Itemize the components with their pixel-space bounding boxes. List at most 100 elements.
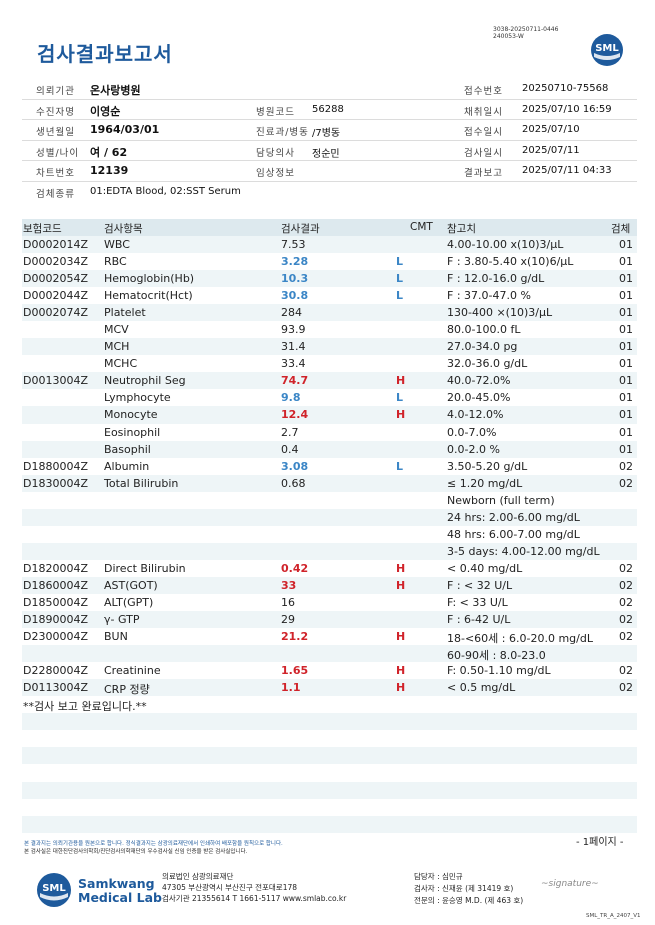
test-name: γ- GTP: [104, 613, 140, 627]
table-row: 48 hrs: 6.00-7.00 mg/dL: [22, 526, 637, 543]
report-title: 검사결과보고서: [37, 42, 173, 66]
test-code: D1860004Z: [23, 578, 88, 592]
specimen-code: 02: [619, 476, 633, 490]
table-row: [22, 781, 637, 799]
test-name: Lymphocyte: [104, 391, 171, 405]
info-row: 성별/나이 여 / 62 담당의사 정순민 검사일시 2025/07/11: [22, 141, 637, 161]
test-result: 3.28: [281, 255, 309, 269]
reference-range: ≤ 1.20 mg/dL: [447, 476, 523, 490]
table-row: D1850004Z ALT(GPT) 16 F: < 33 U/L 02: [22, 594, 637, 611]
test-result: 93.9: [281, 323, 306, 337]
reference-range: 3.50-5.20 g/dL: [447, 459, 528, 473]
reference-range: 27.0-34.0 pg: [447, 340, 518, 354]
test-result: 0.42: [281, 561, 309, 575]
result-flag: H: [396, 408, 406, 422]
table-row: [22, 799, 637, 816]
test-name: Platelet: [104, 306, 146, 320]
table-row: D1860004Z AST(GOT) 33 H F : < 32 U/L 02: [22, 576, 637, 594]
specimen-code: 01: [619, 255, 633, 269]
reference-range: 4.0-12.0%: [447, 408, 504, 422]
reference-range: 18-<60세 : 6.0-20.0 mg/dL: [447, 632, 593, 646]
test-name: WBC: [104, 238, 130, 251]
reference-range: < 0.40 mg/dL: [447, 561, 523, 575]
test-code: D0113004Z: [23, 681, 88, 695]
table-row: D1830004Z Total Bilirubin 0.68 ≤ 1.20 mg/dL…: [22, 474, 637, 492]
result-flag: L: [396, 391, 404, 405]
result-flag: L: [396, 255, 404, 269]
table-row: [22, 713, 637, 731]
test-name: Creatinine: [104, 664, 161, 678]
results-header: 보험코드 검사항목 검사결과 CMT 참고치 검체: [22, 219, 637, 236]
test-name: Neutrophil Seg: [104, 374, 186, 388]
specimen-code: 02: [619, 630, 633, 644]
test-result: 30.8: [281, 289, 309, 303]
test-result: 10.3: [281, 272, 309, 286]
specimen-code: 02: [619, 561, 633, 575]
info-row: 의뢰기관 온사랑병원 접수번호 20250710-75568: [22, 79, 637, 100]
document-id: 3038-20250711-0446 240053-W: [493, 26, 559, 40]
table-row: D0002044Z Hematocrit(Hct) 30.8 L F : 37.0-47…: [22, 287, 637, 304]
table-row: [22, 747, 637, 765]
test-result: 1.65: [281, 664, 309, 678]
table-row: MCV 93.9 80.0-100.0 fL 01: [22, 321, 637, 338]
test-code: D2300004Z: [23, 630, 88, 644]
test-name: ALT(GPT): [104, 595, 154, 609]
result-flag: H: [396, 630, 406, 644]
reference-range: 3-5 days: 4.00-12.00 mg/dL: [447, 544, 600, 558]
specimen-code: 02: [619, 578, 633, 592]
info-row: 수진자명 이영순 병원코드 56288 채취일시 2025/07/10 16:5…: [22, 100, 637, 120]
reference-range: F: 0.50-1.10 mg/dL: [447, 664, 551, 678]
test-name: Eosinophil: [104, 425, 161, 439]
test-name: MCV: [104, 323, 129, 337]
results-body: D0002014Z WBC 7.53 4.00-10.00 x(10)3/μL 01 D0…: [22, 236, 637, 850]
result-flag: H: [396, 664, 406, 678]
reference-range: < 0.5 mg/dL: [447, 681, 516, 695]
svg-text:SML: SML: [42, 883, 66, 894]
table-row: D0013004Z Neutrophil Seg 74.7 H 40.0-72.0% 01: [22, 372, 637, 390]
reference-range: F: < 33 U/L: [447, 595, 508, 609]
test-result: 1.1: [281, 681, 301, 695]
test-result: 284: [281, 306, 302, 320]
reference-range: F : 12.0-16.0 g/dL: [447, 272, 545, 286]
test-name: MCHC: [104, 357, 138, 371]
test-code: D0002034Z: [23, 255, 88, 269]
specimen-code: 02: [619, 613, 633, 627]
test-code: D1890004Z: [23, 613, 88, 627]
test-name: Basophil: [104, 442, 151, 456]
test-result: 74.7: [281, 374, 309, 388]
test-result: 9.8: [281, 391, 301, 405]
page-number: - 1페이지 -: [576, 837, 624, 848]
reference-range: F : 6-42 U/L: [447, 613, 511, 627]
table-row: Newborn (full term): [22, 492, 637, 509]
table-row: D2280004Z Creatinine 1.65 H F: 0.50-1.10 mg/…: [22, 662, 637, 679]
specimen-code: 01: [619, 374, 633, 388]
test-name: CRP 정량: [104, 683, 150, 697]
specimen-code: 01: [619, 391, 633, 405]
specimen-code: 01: [619, 425, 633, 439]
specimen-code: 01: [619, 306, 633, 320]
info-row: 차트번호 12139 임상정보 결과보고 2025/07/11 04:33: [22, 161, 637, 182]
test-result: 29: [281, 613, 295, 627]
table-row: Monocyte 12.4 H 4.0-12.0% 01: [22, 406, 637, 424]
table-row: Lymphocyte 9.8 L 20.0-45.0% 01: [22, 389, 637, 406]
test-name: Hematocrit(Hct): [104, 289, 193, 303]
sml-logo-icon: SML: [37, 873, 71, 907]
reference-range: F : 37.0-47.0 %: [447, 289, 531, 303]
table-row: D1820004Z Direct Bilirubin 0.42 H < 0.40 mg/…: [22, 560, 637, 577]
table-row: D0002054Z Hemoglobin(Hb) 10.3 L F : 12.0-16.…: [22, 270, 637, 288]
test-result: 2.7: [281, 425, 299, 439]
test-result: 0.4: [281, 442, 299, 456]
table-row: 60-90세 : 8.0-23.0: [22, 645, 637, 663]
reference-range: 60-90세 : 8.0-23.0: [447, 649, 546, 663]
signature: ~signature~: [541, 879, 599, 889]
result-flag: H: [396, 374, 406, 388]
result-flag: L: [396, 272, 404, 286]
svg-text:SML: SML: [595, 43, 619, 54]
test-name: BUN: [104, 630, 128, 644]
info-row: 검체종류 01:EDTA Blood, 02:SST Serum: [36, 185, 241, 200]
test-result: 0.68: [281, 476, 306, 490]
specimen-code: 01: [619, 442, 633, 456]
result-flag: L: [396, 289, 404, 303]
test-code: D1880004Z: [23, 459, 88, 473]
test-name: Monocyte: [104, 408, 158, 422]
